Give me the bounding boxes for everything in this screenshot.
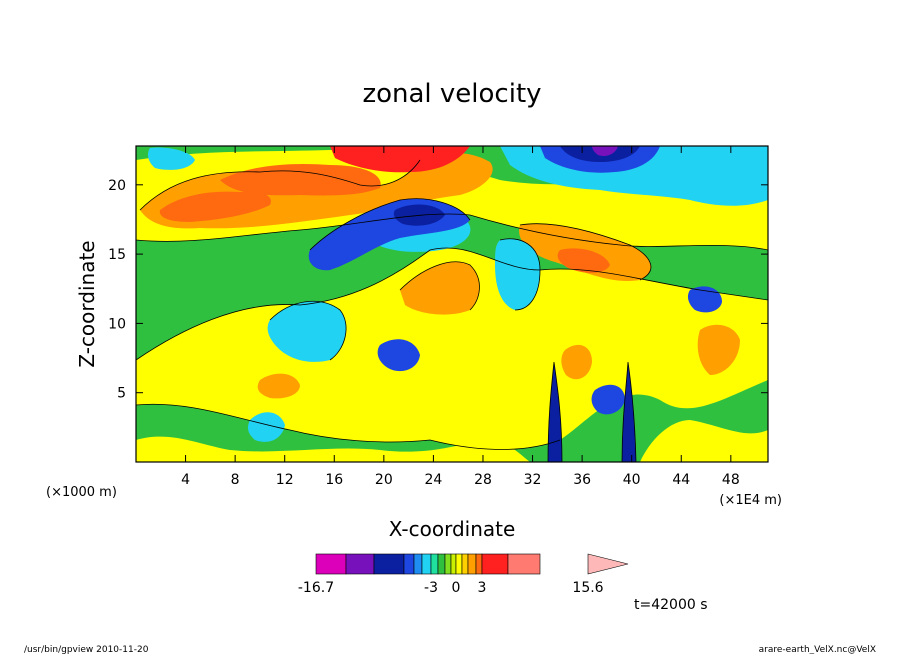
- y-tick-label-10: 10: [108, 316, 126, 332]
- x-tick-label-32: 32: [524, 472, 542, 488]
- footer-left: /usr/bin/gpview 2010-11-20: [24, 645, 149, 654]
- x-axis-title: X-coordinate: [389, 517, 516, 541]
- contour-purple-top: [592, 146, 618, 156]
- x-tick-label-24: 24: [424, 472, 442, 488]
- contour-cyan-mid: [267, 301, 347, 362]
- y-axis: 5 10 15 20: [108, 178, 768, 402]
- colorbar-label-plus3: 3: [478, 580, 487, 596]
- contour-cyan-bottomleft: [247, 412, 285, 442]
- colorbar-segment-4: [413, 553, 423, 575]
- colorbar-label-minus3: -3: [424, 580, 438, 596]
- colorbar-segment-5: [421, 553, 432, 575]
- contour-cyan-topleft: [147, 147, 195, 170]
- colorbar-label-zero: 0: [452, 580, 461, 596]
- colorbar-segment-6: [430, 553, 439, 575]
- x-axis: 4 8 12 16 20 24 28 32 36 40 44 48: [181, 146, 740, 488]
- colorbar-segment-8: [444, 553, 452, 575]
- contour-orange-south: [561, 344, 592, 380]
- contour-darkorange-right: [557, 248, 610, 273]
- x-tick-label-44: 44: [672, 472, 690, 488]
- x-tick-label-28: 28: [474, 472, 492, 488]
- x-tick-label-40: 40: [623, 472, 641, 488]
- velocity-field: [136, 146, 768, 462]
- contour-blue-mid: [377, 339, 420, 372]
- x-tick-label-8: 8: [231, 472, 240, 488]
- contour-lines: [136, 159, 768, 462]
- colorbar-segment-14: [481, 553, 509, 575]
- contour-darkorange-upper: [159, 191, 271, 222]
- x-unit-left: (×1000 m): [46, 485, 117, 500]
- y-tick-label-15: 15: [108, 247, 126, 263]
- colorbar-segment-12: [467, 553, 477, 575]
- contour-blue-east: [687, 286, 722, 313]
- contour-orange-east: [697, 324, 740, 375]
- colorbar-segment-9: [450, 553, 457, 575]
- x-tick-label-12: 12: [276, 472, 294, 488]
- contour-orange-mid: [400, 261, 480, 315]
- colorbar-segment-2: [373, 553, 405, 575]
- colorbar-min-label: -16.7: [298, 580, 334, 596]
- x-unit-right: (×1E4 m): [719, 493, 782, 508]
- x-tick-label-36: 36: [573, 472, 591, 488]
- x-tick-label-4: 4: [181, 472, 190, 488]
- contour-blue-south: [591, 384, 625, 415]
- time-label: t=42000 s: [634, 597, 708, 613]
- plot-frame: [135, 145, 769, 463]
- contour-yellow-bottom: [136, 436, 530, 462]
- x-tick-label-48: 48: [722, 472, 740, 488]
- contour-cyan-right: [495, 238, 540, 310]
- colorbar-segment-10: [455, 553, 463, 575]
- colorbar-segment-15: [507, 553, 541, 575]
- colorbar-segment-1: [345, 553, 375, 575]
- y-axis-title: Z-coordinate: [75, 240, 99, 367]
- colorbar-max-label: 15.6: [572, 580, 603, 596]
- colorbar-segment-3: [403, 553, 415, 575]
- x-tick-label-20: 20: [375, 472, 393, 488]
- colorbar-segment-13: [475, 553, 483, 575]
- colorbar: [315, 553, 629, 575]
- colorbar-segment-11: [461, 553, 469, 575]
- x-tick-label-16: 16: [325, 472, 343, 488]
- colorbar-segment-7: [437, 553, 446, 575]
- contour-red-top: [330, 146, 470, 173]
- footer-right: arare-earth_VelX.nc@VelX: [759, 645, 876, 654]
- contour-yellow-right: [640, 420, 768, 462]
- storm-updraft-40: [622, 362, 636, 462]
- colorbar-segment-0: [315, 553, 347, 575]
- colorbar-extension-arrow: [587, 553, 629, 575]
- contour-orange-bottom: [257, 373, 300, 399]
- y-tick-label-5: 5: [117, 386, 126, 402]
- chart-title: zonal velocity: [362, 79, 541, 109]
- y-tick-label-20: 20: [108, 178, 126, 194]
